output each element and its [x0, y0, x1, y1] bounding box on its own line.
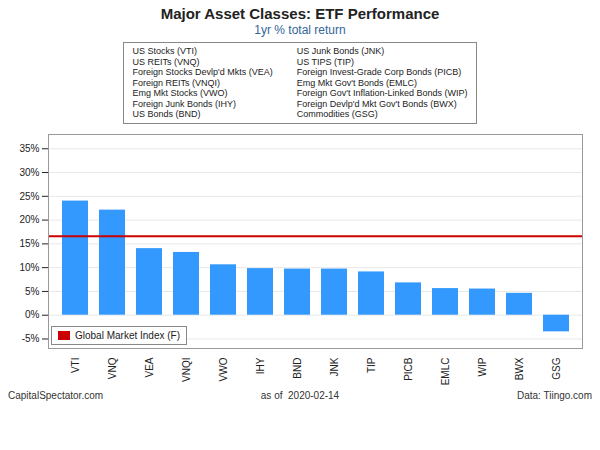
html-text:Major Asset Classes: ETF Perfo: Major Asset Classes: ETF Performance — [160, 5, 440, 22]
html-text:US TIPS (TIP): US TIPS (TIP) — [296, 56, 355, 67]
svg-text:BND: BND — [292, 357, 303, 378]
svg-text:GSG: GSG — [551, 357, 562, 379]
html-text:1yr % total return: 1yr % total return — [254, 23, 346, 37]
html-text:as of 2020-02-14: as of 2020-02-14 — [260, 389, 340, 401]
svg-text:VTI: VTI — [70, 357, 81, 373]
html-text:US REITs (VNQ): US REITs (VNQ) — [132, 56, 200, 67]
svg-text:20%: 20% — [19, 214, 39, 225]
html-text:US Junk Bonds (JNK): US Junk Bonds (JNK) — [296, 46, 385, 56]
svg-text:IHY: IHY — [255, 357, 266, 374]
svg-text:JNK: JNK — [329, 357, 340, 376]
html-text:Foreign Invest-Grade Corp Bond: Foreign Invest-Grade Corp Bonds (PICB) — [296, 67, 462, 77]
svg-text:VEA: VEA — [144, 357, 155, 377]
svg-text:25%: 25% — [19, 190, 39, 201]
svg-text:35%: 35% — [19, 142, 39, 153]
svg-text:0%: 0% — [25, 309, 40, 320]
html-text:Emg Mkt Gov't Bonds (EMLC): Emg Mkt Gov't Bonds (EMLC) — [296, 77, 417, 88]
svg-text:15%: 15% — [19, 238, 39, 249]
svg-text:5%: 5% — [25, 285, 40, 296]
html-text:US Bonds (BND): US Bonds (BND) — [132, 109, 201, 119]
html-text:Foreign Devlp'd Mkt Gov't Bond: Foreign Devlp'd Mkt Gov't Bonds (BWX) — [296, 98, 457, 109]
html-text:Foreign REITs (VNQI): Foreign REITs (VNQI) — [132, 77, 220, 88]
svg-text:TIP: TIP — [366, 357, 377, 373]
html-text:CapitalSpectator.com: CapitalSpectator.com — [8, 389, 104, 401]
svg-text:EMLC: EMLC — [440, 357, 451, 385]
svg-text:VNQ: VNQ — [107, 357, 118, 379]
html-text:Foreign Gov't Inflation-Linked: Foreign Gov't Inflation-Linked Bonds (WI… — [296, 88, 468, 98]
html-text:US Stocks (VTI): US Stocks (VTI) — [132, 46, 197, 56]
html-text:Commodities (GSG): Commodities (GSG) — [296, 109, 378, 119]
html-text:Emg Mkt Stocks (VWO): Emg Mkt Stocks (VWO) — [132, 88, 228, 98]
html-text:Foreign Junk Bonds (IHY): Foreign Junk Bonds (IHY) — [132, 98, 236, 109]
svg-text:10%: 10% — [19, 261, 39, 272]
svg-text:30%: 30% — [19, 166, 39, 177]
svg-text:-5%: -5% — [22, 333, 40, 344]
svg-text:BWX: BWX — [514, 357, 525, 380]
svg-text:VWO: VWO — [218, 357, 229, 381]
svg-text:PICB: PICB — [403, 357, 414, 381]
svg-text:VNQI: VNQI — [181, 357, 192, 381]
html-text:Foreign Stocks Devlp'd Mkts (V: Foreign Stocks Devlp'd Mkts (VEA) — [132, 67, 273, 77]
html-text:Data: Tiingo.com: Data: Tiingo.com — [517, 389, 592, 401]
html-text:Global Market Index (F): Global Market Index (F) — [75, 329, 180, 341]
svg-text:WIP: WIP — [477, 357, 488, 376]
